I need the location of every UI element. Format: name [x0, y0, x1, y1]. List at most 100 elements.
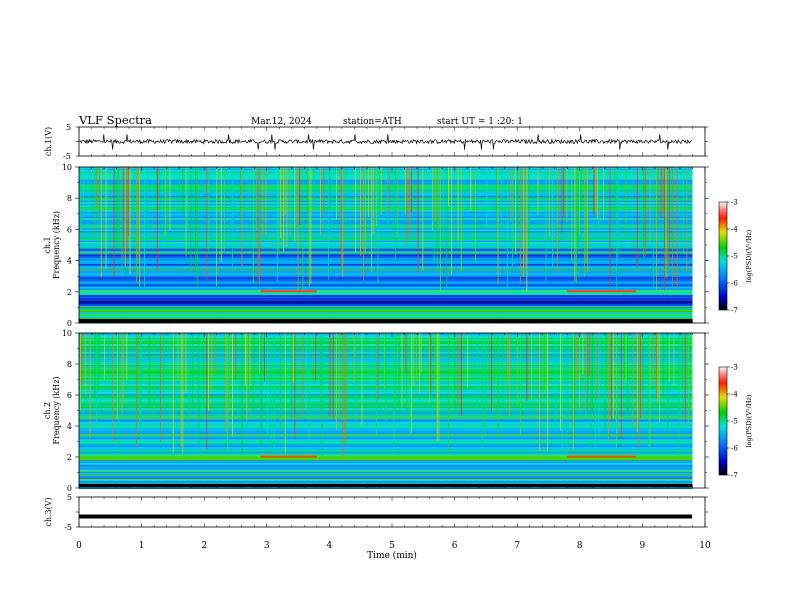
ch1-spec-band-row: [79, 211, 693, 214]
ch2-spec-sferic: [249, 333, 251, 386]
ch1-spec-sferic: [185, 167, 187, 257]
ch1-spec-sferic: [433, 167, 435, 264]
ch1-spec-sferic: [580, 167, 582, 210]
ch2-spec-sferic: [116, 333, 118, 420]
ch2-spec-band-row: [79, 421, 693, 424]
ch2-spec-sferic: [560, 333, 561, 431]
ch2-spec-sferic: [123, 333, 125, 404]
ch2-spec-line-emission: [79, 478, 693, 480]
ch1-spec-sferic: [521, 167, 523, 228]
ch2-spec-sferic: [476, 333, 478, 407]
ch2-spec-sferic: [160, 333, 161, 442]
ch2-spec-sferic: [294, 333, 296, 439]
ch2-spec-band-row: [79, 472, 693, 475]
ch1-spec-sferic: [83, 167, 85, 218]
ch2-spec-band-row: [79, 429, 693, 432]
ch1-spec-ytick-label: 6: [67, 225, 72, 234]
ch2-spec-line-emission: [79, 456, 693, 458]
ch1-spec-sferic: [652, 167, 654, 289]
ch1-spec-sferic: [297, 167, 299, 291]
ch1-spec-band-row: [79, 267, 693, 269]
ch1-spec-sferic: [609, 167, 611, 288]
ch2-spec-sferic: [353, 333, 355, 383]
ch2-spec-sferic: [649, 333, 651, 448]
ch2-spec-sferic: [620, 333, 622, 439]
ch2-spec-sferic: [163, 333, 165, 392]
ch2-spec-band-row: [79, 479, 693, 481]
time-tick-label: 1: [139, 541, 145, 551]
ch1-spec-sferic: [577, 167, 579, 251]
time-tick-label: 5: [389, 541, 395, 551]
ch2-spec-sferic: [678, 333, 680, 453]
ch1-spec-band-row: [79, 170, 693, 172]
ch1-spec-sferic: [158, 167, 160, 210]
ch2-spec-sferic: [404, 333, 406, 373]
colorbar-ch2-tick-label: -3: [731, 364, 738, 372]
ch2-spec-band-row: [79, 476, 693, 478]
ch1-spec-sferic: [240, 167, 241, 219]
ch1-spec-band-row: [79, 240, 693, 243]
ch1-spec-sferic: [286, 167, 288, 247]
ch2-spec-band-row: [79, 450, 693, 452]
ch1-spec-sferic: [368, 167, 369, 217]
ch2-spec-sferic: [228, 333, 230, 413]
ch2-spec-sferic: [420, 333, 422, 372]
ch1-spec-sferic: [144, 167, 145, 288]
ch1-spec-tone-segment: [567, 290, 637, 293]
ch1-spec-sferic: [294, 167, 296, 243]
ch1-spec-ytick-label: 0: [67, 319, 72, 328]
ch2-spec-sferic: [153, 333, 155, 420]
ch1-spec-band-row: [79, 183, 693, 185]
ch1-spec-sferic: [156, 167, 158, 269]
ch2-spec-sferic: [280, 333, 281, 428]
ch2-spec-band-row: [79, 426, 693, 428]
ch1-spec-band-row: [79, 186, 693, 188]
ch2-spec-sferic: [542, 333, 544, 400]
ch2-spec-sferic: [361, 333, 363, 425]
ch2-spec-band-row: [79, 447, 693, 449]
ch1-spec-band-row: [79, 242, 693, 244]
ch1-spec-sferic: [371, 167, 373, 272]
ch1-spec-band-row: [79, 239, 693, 241]
ch1-spec-sferic: [262, 167, 264, 235]
ch1-waveform-ylabel: ch.1(V): [44, 127, 53, 156]
ch1-spec-band-row: [79, 293, 693, 296]
ch1-spec-band-row: [79, 215, 693, 217]
ch2-spec-sferic: [520, 333, 521, 435]
ch1-spec-sferic: [380, 167, 382, 216]
ch1-spec-band-row: [79, 280, 693, 282]
ch2-spec-tone-segment: [260, 455, 317, 458]
ch1-spec-sferic: [128, 167, 129, 236]
ch2-spec-sferic: [582, 333, 584, 374]
ch2-spec-sferic: [587, 333, 589, 413]
ch2-spec-ylabel: Frequency (kHz): [52, 376, 61, 444]
ch2-spec-sferic: [436, 333, 438, 442]
ch1-spec-sferic: [256, 167, 257, 230]
ch1-spec-sferic: [296, 167, 297, 236]
ch1-spec-sferic: [475, 167, 477, 263]
ch2-spec-sferic: [531, 333, 533, 401]
ch2-spec-sferic: [579, 333, 581, 410]
ch1-spec-sferic: [515, 167, 517, 255]
ch2-spec-sferic: [273, 333, 275, 451]
colorbar-ch1-tick-label: -3: [731, 199, 738, 207]
ch1-spec-band-row: [79, 291, 693, 294]
ch1-spec-sferic: [116, 167, 118, 249]
ch1-spec-band-row: [79, 259, 693, 261]
ch2-spec-sferic: [344, 333, 345, 443]
ch1-spec-sferic: [99, 167, 101, 220]
ch2-spec-sferic: [395, 333, 397, 414]
ch1-spec-sferic: [129, 167, 131, 274]
ch1-spec-ytick-label: 10: [62, 163, 72, 172]
ch1-spec-sferic: [310, 167, 312, 284]
ch2-spec-band-row: [79, 427, 693, 430]
time-tick-label: 8: [577, 541, 583, 551]
ch2-spec-sferic: [494, 333, 496, 383]
ch2-spec-sferic: [252, 333, 254, 413]
ch2-spec-sferic: [683, 333, 685, 405]
time-tick-label: 9: [640, 541, 646, 551]
ch1-spec-sferic: [660, 167, 662, 218]
ch2-spec-sferic: [659, 333, 661, 423]
time-tick-label: 4: [327, 541, 333, 551]
ch1-spec-sferic: [80, 167, 81, 230]
